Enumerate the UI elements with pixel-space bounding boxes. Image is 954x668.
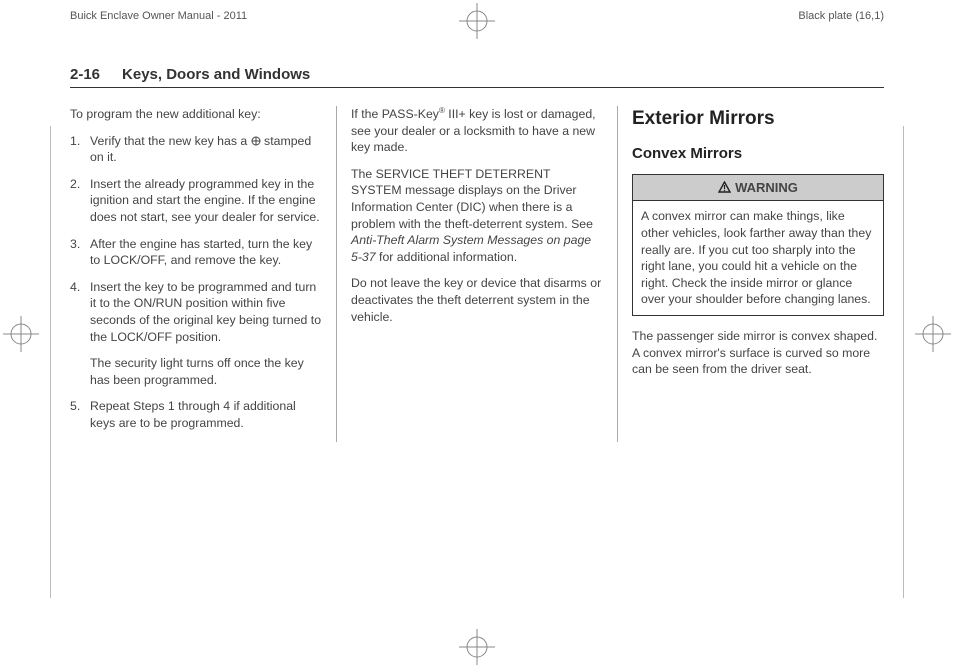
warning-triangle-icon	[718, 180, 731, 195]
crop-mark-bottom	[459, 629, 495, 665]
c3-p1: The passenger side mirror is convex shap…	[632, 328, 884, 378]
c2-p2-b: for additional information.	[376, 250, 518, 264]
section-title: Keys, Doors and Windows	[122, 66, 310, 83]
warning-label: WARNING	[735, 180, 798, 195]
column-1: To program the new additional key: Verif…	[70, 106, 337, 442]
crop-mark-right	[915, 316, 951, 352]
left-margin-rule	[50, 126, 51, 598]
step-2: Insert the already programmed key in the…	[70, 176, 322, 226]
c2-p2: The SERVICE THEFT DETERRENT SYSTEM messa…	[351, 166, 603, 266]
crop-mark-left	[3, 316, 39, 352]
step-4: Insert the key to be programmed and turn…	[70, 279, 322, 345]
crop-mark-top	[459, 3, 495, 39]
step-3: After the engine has started, turn the k…	[70, 236, 322, 269]
c1-steps: Verify that the new key has a stamped on…	[70, 133, 322, 346]
warning-body: A convex mirror can make things, like ot…	[633, 201, 883, 315]
c2-p1-a: If the PASS-Key	[351, 107, 439, 121]
plate-info: Black plate (16,1)	[798, 10, 884, 22]
c1-steps-cont: Repeat Steps 1 through 4 if additional k…	[70, 398, 322, 431]
c1-intro: To program the new additional key:	[70, 106, 322, 123]
step-5: Repeat Steps 1 through 4 if additional k…	[70, 398, 322, 431]
circle-plus-icon	[251, 134, 261, 144]
page-number: 2-16	[70, 66, 100, 83]
manual-title: Buick Enclave Owner Manual - 2011	[70, 10, 247, 22]
warning-title: WARNING	[633, 175, 883, 202]
column-2: If the PASS-Key® III+ key is lost or dam…	[337, 106, 618, 442]
body-columns: To program the new additional key: Verif…	[0, 88, 954, 442]
page-header: 2-16 Keys, Doors and Windows	[0, 66, 954, 88]
step-4-note: The security light turns off once the ke…	[70, 355, 322, 388]
right-margin-rule	[903, 126, 904, 598]
convex-mirrors-heading: Convex Mirrors	[632, 144, 884, 164]
c2-p1: If the PASS-Key® III+ key is lost or dam…	[351, 106, 603, 156]
warning-box: WARNING A convex mirror can make things,…	[632, 174, 884, 316]
c2-p2-a: The SERVICE THEFT DETERRENT SYSTEM messa…	[351, 167, 593, 231]
column-3: Exterior Mirrors Convex Mirrors WARNING …	[618, 106, 884, 442]
exterior-mirrors-heading: Exterior Mirrors	[632, 106, 884, 132]
step-1-text-a: Verify that the new key has a	[90, 134, 251, 148]
c2-p3: Do not leave the key or device that disa…	[351, 275, 603, 325]
step-1: Verify that the new key has a stamped on…	[70, 133, 322, 166]
